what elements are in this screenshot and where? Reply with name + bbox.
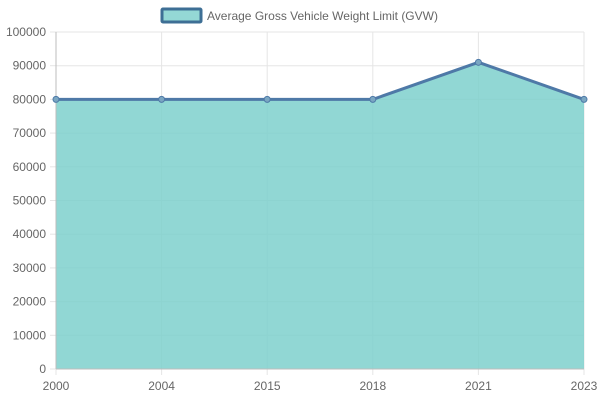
legend[interactable]: Average Gross Vehicle Weight Limit (GVW): [160, 7, 438, 24]
y-tick-label: 20000: [13, 295, 47, 309]
series-area: [56, 62, 584, 369]
axes: [55, 32, 584, 370]
x-tick-label: 2023: [571, 379, 598, 393]
y-tick-label: 90000: [13, 59, 47, 73]
legend-swatch: [160, 7, 203, 24]
x-tick-label: 2021: [465, 379, 492, 393]
y-tick-label: 30000: [13, 261, 47, 275]
y-tick-label: 10000: [13, 328, 47, 342]
y-tick-label: 70000: [13, 126, 47, 140]
y-tick-label: 40000: [13, 227, 47, 241]
y-tick-label: 80000: [13, 92, 47, 106]
x-tick-label: 2018: [359, 379, 386, 393]
area-layer: [56, 62, 584, 369]
data-points: [52, 58, 588, 103]
x-tick-label: 2004: [148, 379, 175, 393]
data-point[interactable]: [158, 95, 166, 103]
y-tick-label: 100000: [6, 25, 46, 39]
y-axis-tick-labels: 0 10000 20000 30000 40000 50000 60000 70000 8000…: [6, 25, 46, 376]
series-line: [56, 60, 585, 101]
data-point[interactable]: [474, 58, 482, 66]
data-point[interactable]: [580, 95, 588, 103]
data-point[interactable]: [369, 95, 377, 103]
y-tick-label: 50000: [13, 194, 47, 208]
x-tick-label: 2000: [43, 379, 70, 393]
x-axis-tick-labels: 2000 2004 2015 2018 2021 2023: [43, 379, 598, 393]
series-line-layer: [56, 60, 585, 101]
y-tick-label: 60000: [13, 160, 47, 174]
x-tick-label: 2015: [254, 379, 281, 393]
data-point[interactable]: [52, 95, 60, 103]
legend-label: Average Gross Vehicle Weight Limit (GVW): [207, 9, 438, 23]
data-point[interactable]: [263, 95, 271, 103]
y-tick-label: 0: [39, 362, 46, 376]
